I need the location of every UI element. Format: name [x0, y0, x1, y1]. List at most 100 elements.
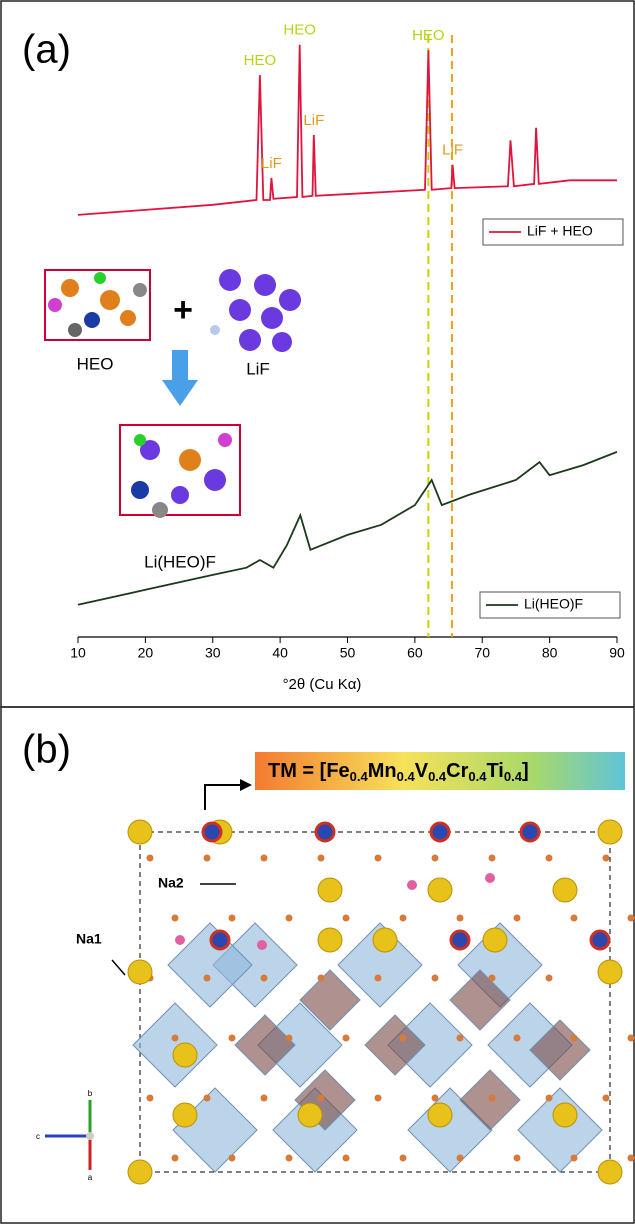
schematic-label: Li(HEO)F [144, 552, 216, 571]
atom-small [627, 1034, 635, 1042]
x-tick-label: 20 [138, 645, 154, 661]
formula-part: Ti [486, 760, 503, 782]
atom-small [171, 1034, 179, 1042]
arrow [162, 350, 198, 406]
atom-small [260, 1094, 268, 1102]
peak-annotation: HEO [244, 52, 277, 69]
atom-na [127, 819, 153, 845]
atom-small [342, 1034, 350, 1042]
atom-tm [201, 821, 223, 843]
polyhedron [234, 1014, 296, 1076]
atom-na [597, 819, 623, 845]
atom-small [602, 1094, 610, 1102]
atom-small [602, 854, 610, 862]
polyhedron [517, 1087, 603, 1173]
atom-small [545, 974, 553, 982]
atom-small [285, 1154, 293, 1162]
x-tick-label: 90 [609, 645, 625, 661]
atom-small [545, 1094, 553, 1102]
pointer [111, 959, 126, 976]
formula-part: Cr [446, 760, 468, 782]
subscript: 0.4 [397, 769, 416, 784]
atom-tm [209, 929, 231, 951]
formula-box [255, 752, 625, 790]
peak-annotation: LiF [303, 112, 324, 129]
atom-na [427, 1102, 453, 1128]
series-line [77, 44, 617, 216]
atom-na [297, 1102, 323, 1128]
atom-small [431, 854, 439, 862]
atom-small [342, 914, 350, 922]
atom-pink [407, 880, 417, 890]
atom-na [482, 927, 508, 953]
x-tick-label: 60 [407, 645, 423, 661]
atom-small [228, 1034, 236, 1042]
peak-annotation: HEO [412, 27, 445, 44]
atom-small [342, 1154, 350, 1162]
atom-small [203, 854, 211, 862]
atom-na [427, 877, 453, 903]
atom-small [260, 854, 268, 862]
schematic-label: LiF [246, 359, 270, 378]
atom-small [228, 1154, 236, 1162]
schematic-label: HEO [77, 354, 114, 373]
atom-small [317, 854, 325, 862]
atom-na [372, 927, 398, 953]
axis-name: c [36, 1132, 40, 1141]
atom-small [285, 1034, 293, 1042]
atom-na [317, 927, 343, 953]
atom-small [627, 914, 635, 922]
x-axis-label: °2θ (Cu Kα) [283, 676, 362, 693]
axis-name: b [88, 1089, 93, 1098]
atom-small [399, 1034, 407, 1042]
atom-small [513, 1154, 521, 1162]
formula-part: ] [522, 760, 529, 782]
formula-part: Mn [368, 760, 397, 782]
atom-small [570, 1034, 578, 1042]
series-line [77, 451, 618, 606]
panel-label: (a) [22, 28, 71, 72]
atom-small [399, 914, 407, 922]
atom-na [127, 959, 153, 985]
atom-small [545, 854, 553, 862]
atom-small [431, 1094, 439, 1102]
atom-small [513, 1034, 521, 1042]
atom-small [260, 974, 268, 982]
atom-tm [429, 821, 451, 843]
atom-pink [257, 940, 267, 950]
atom-small [513, 914, 521, 922]
atom-small [431, 974, 439, 982]
polyhedron [172, 1087, 258, 1173]
peak-annotation: LiF [442, 142, 463, 159]
formula-part: TM = [Fe [268, 760, 350, 782]
atom-tm [449, 929, 471, 951]
peak-annotation: HEO [283, 22, 316, 39]
x-tick-label: 50 [340, 645, 356, 661]
plus: + [173, 291, 193, 329]
atom-tm [314, 821, 336, 843]
panel-b-frame [0, 706, 635, 1224]
axis-name: a [88, 1173, 93, 1182]
polyhedron [167, 922, 253, 1008]
atom-small [488, 974, 496, 982]
x-tick-label: 10 [70, 645, 86, 661]
atom-na [597, 1159, 623, 1185]
atom-small [488, 1094, 496, 1102]
atom-tm [519, 821, 541, 843]
formula: TM = [Fe0.4Mn0.4V0.4Cr0.4Ti0.4] [268, 760, 529, 784]
atom-tm [589, 929, 611, 951]
lif-crystal [210, 269, 301, 352]
subscript: 0.4 [428, 769, 447, 784]
atom-small [203, 974, 211, 982]
subscript: 0.4 [504, 769, 523, 784]
atom-na [172, 1042, 198, 1068]
pointer-head [240, 779, 252, 791]
formula-part: V [415, 760, 429, 782]
atom-small [456, 914, 464, 922]
atom-na [552, 877, 578, 903]
polyhedron [299, 969, 361, 1031]
atom-small [570, 914, 578, 922]
site-label: Na1 [76, 931, 102, 947]
atom-small [228, 914, 236, 922]
atom-small [146, 854, 154, 862]
